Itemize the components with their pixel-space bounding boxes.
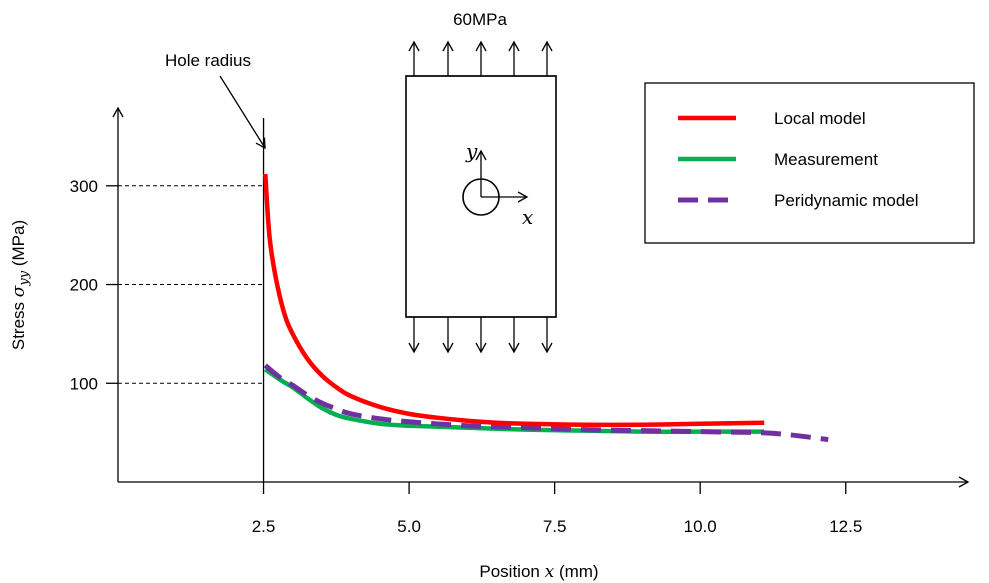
x-tick-label: 7.5 [543, 517, 567, 536]
series-line-local-model [263, 173, 765, 428]
y-tick-label: 200 [70, 276, 98, 295]
x-tick-label: 12.5 [829, 517, 862, 536]
bottom-load-arrows [408, 317, 553, 354]
y-guide-lines [118, 185, 264, 384]
y-tick-labels: 100 200 300 [70, 177, 118, 393]
legend: Local model Measurement Peridynamic model [644, 82, 975, 244]
hole-radius-arrow [219, 75, 266, 150]
x-tick-label: 10.0 [684, 517, 717, 536]
series-lines [263, 173, 829, 443]
y-tick-label: 100 [70, 374, 98, 393]
legend-label: Local model [774, 109, 866, 128]
x-tick-labels: 2.5 5.0 7.5 10.0 12.5 [252, 482, 862, 536]
series-line-peridynamic-model [263, 363, 829, 443]
local-x-label: x [522, 205, 533, 229]
load-label: 60MPa [453, 10, 507, 29]
x-tick-label: 5.0 [397, 517, 421, 536]
legend-label: Measurement [774, 150, 878, 169]
hole-radius-label: Hole radius [165, 51, 251, 70]
x-axis-label: Position x (mm) [479, 562, 598, 582]
plate-schematic: 60MPa y x [405, 10, 557, 354]
y-tick-label: 300 [70, 177, 98, 196]
legend-label: Peridynamic model [774, 191, 919, 210]
local-y-label: y [465, 139, 478, 163]
y-axis-label: Stress σyy (MPa) [9, 220, 32, 350]
top-load-arrows [408, 40, 553, 76]
x-tick-label: 2.5 [252, 517, 276, 536]
legend-box [644, 82, 975, 244]
